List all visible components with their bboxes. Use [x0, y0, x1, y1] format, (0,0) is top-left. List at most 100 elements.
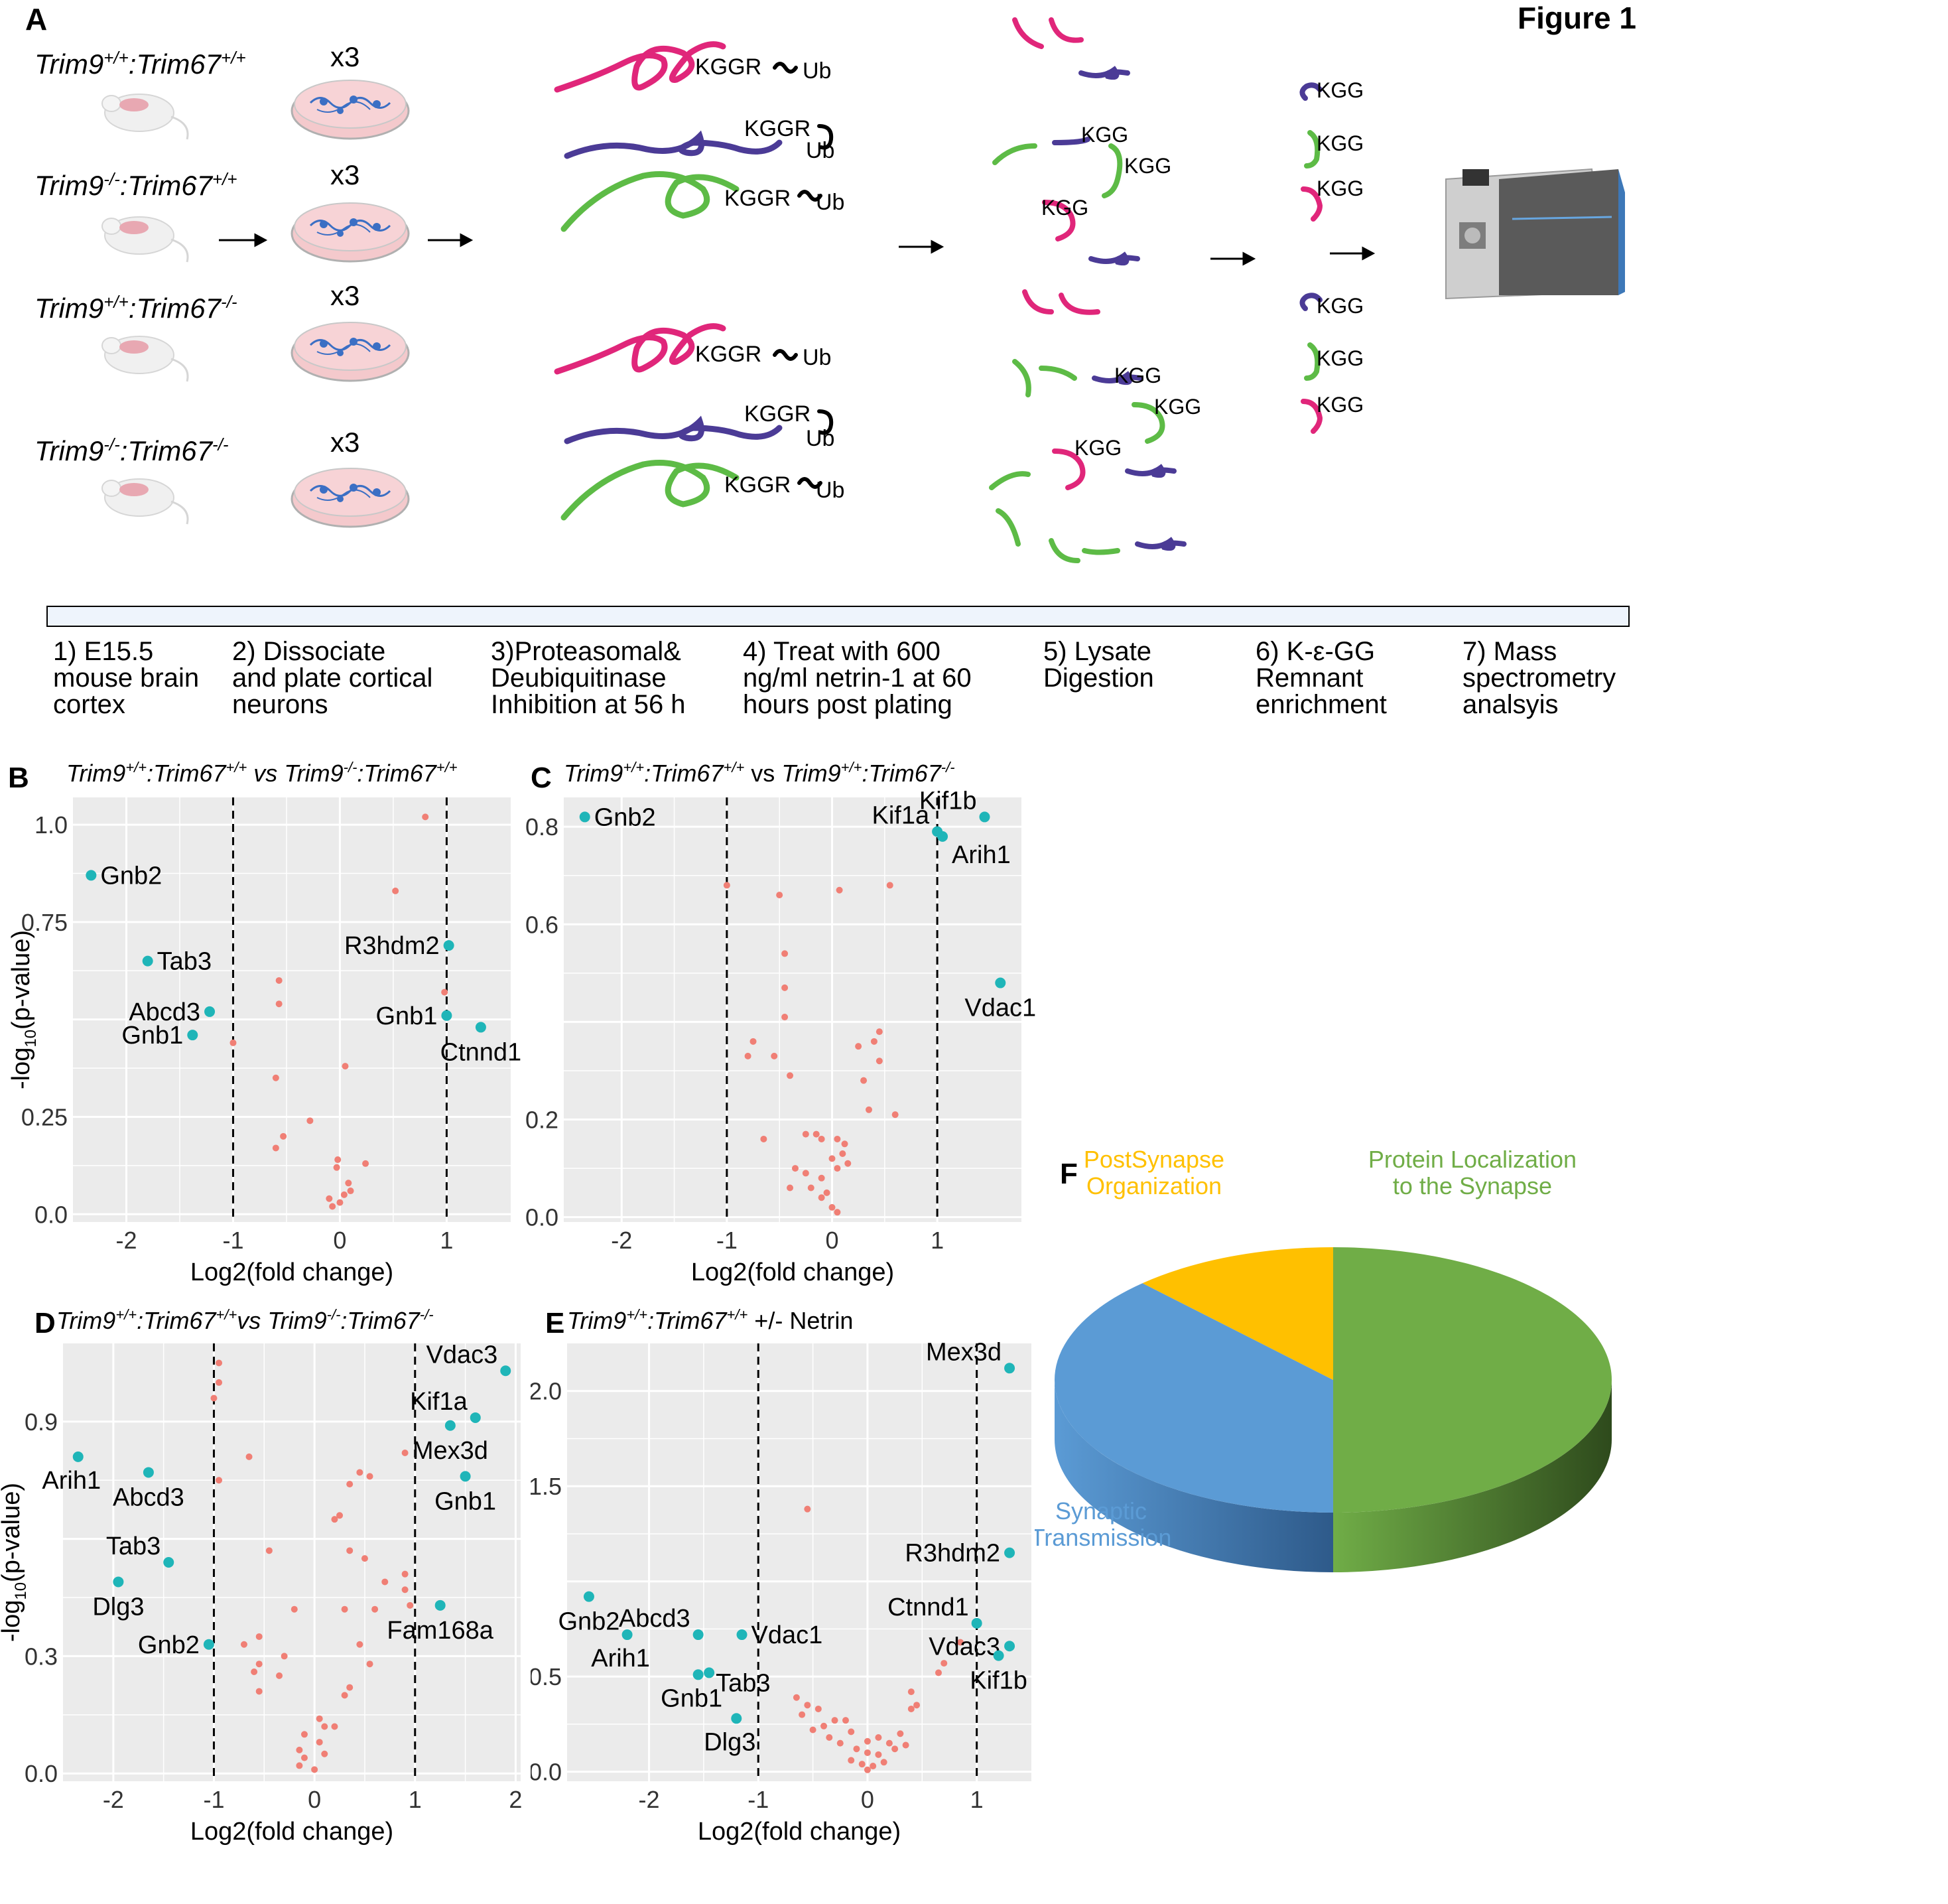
x-tick-label: -1: [222, 1227, 243, 1254]
data-point: [316, 1739, 323, 1746]
y-tick-label: 0.3: [25, 1643, 58, 1670]
data-point: [864, 1766, 871, 1773]
labeled-point: [470, 1412, 481, 1423]
kgg-label: KGG: [1317, 176, 1364, 200]
plot-title: Trim9+/+:Trim67+/+ +/- Netrin: [567, 1306, 853, 1334]
data-point: [245, 1453, 253, 1460]
data-point: [333, 1164, 340, 1171]
data-point: [836, 886, 843, 894]
data-point: [941, 1660, 948, 1667]
labeled-point: [142, 955, 153, 967]
step-6: 6) K-ε-GG Remnant enrichment: [1256, 637, 1387, 719]
labeled-point: [937, 831, 948, 842]
replicate-label: x3: [330, 159, 360, 190]
data-point: [216, 1359, 223, 1367]
data-point: [749, 1038, 757, 1045]
panel-label-b: B: [8, 762, 29, 794]
labeled-point: [583, 1591, 594, 1602]
labeled-point: [1004, 1641, 1015, 1652]
data-point: [876, 1057, 883, 1065]
volcano-plot-d: Trim9+/+:Trim67+/+vs Trim9-/-:Trim67-/- -…: [0, 1306, 522, 1846]
data-point: [296, 1762, 303, 1769]
data-point: [255, 1688, 263, 1695]
data-point: [809, 1726, 816, 1734]
x-tick-label: 0: [333, 1227, 346, 1254]
x-axis-label: Log2(fold change): [190, 1818, 393, 1846]
kgg-label: KGG: [1317, 294, 1364, 318]
data-point: [341, 1692, 348, 1699]
data-point: [828, 1203, 836, 1211]
data-point: [272, 1144, 279, 1152]
labeled-point: [979, 811, 990, 823]
point-label: Arih1: [952, 841, 1011, 869]
data-point: [326, 1195, 333, 1202]
y-tick-label: 0.0: [34, 1201, 68, 1228]
data-point: [300, 1754, 308, 1761]
data-point: [836, 1739, 844, 1747]
y-tick-label: 0.8: [525, 813, 558, 841]
data-point: [407, 1601, 414, 1609]
y-tick-label: 0.25: [21, 1103, 68, 1130]
data-point: [814, 1705, 822, 1712]
genotype-label-2: Trim9-/-:Trim67+/+: [34, 169, 237, 201]
y-tick-label: 0.0: [25, 1760, 58, 1787]
x-tick-label: 1: [409, 1786, 422, 1813]
data-point: [345, 1180, 352, 1187]
data-point: [781, 984, 789, 991]
step-4: 4) Treat with 600 ng/ml netrin-1 at 60 h…: [743, 637, 972, 719]
point-label: Kif1b: [970, 1667, 1027, 1695]
data-point: [296, 1746, 303, 1753]
panel-label-d: D: [34, 1307, 56, 1339]
data-point: [272, 1074, 279, 1081]
data-point: [329, 1203, 336, 1210]
data-point: [876, 1028, 883, 1036]
y-tick-label: 2.0: [531, 1378, 562, 1405]
point-label: Gnb1: [121, 1022, 183, 1050]
y-tick-label: 0.5: [531, 1663, 562, 1690]
labeled-point: [441, 1010, 452, 1021]
point-label: Kif1a: [410, 1388, 468, 1416]
panel-label-e: E: [545, 1307, 565, 1339]
data-point: [300, 1731, 308, 1738]
data-point: [361, 1555, 368, 1562]
data-point: [793, 1694, 800, 1701]
y-tick-label: 0.75: [21, 909, 68, 936]
pie-chart-f: Protein Localization to the Synapse Synapt…: [1035, 1146, 1612, 1572]
data-point: [346, 1684, 354, 1691]
data-point: [776, 892, 783, 899]
data-point: [342, 1063, 349, 1070]
point-label: R3hdm2: [344, 932, 440, 960]
data-point: [787, 1072, 794, 1079]
point-label: Gnb1: [434, 1487, 496, 1515]
data-point: [870, 1763, 877, 1770]
plot-panel: [567, 1343, 1031, 1781]
data-point: [858, 1761, 866, 1768]
labeled-point: [1004, 1363, 1015, 1374]
data-point: [362, 1160, 369, 1167]
y-tick-label: 0.0: [525, 1204, 558, 1231]
y-tick-label: 0.6: [525, 911, 558, 938]
x-tick-label: 2: [509, 1786, 522, 1813]
data-point: [907, 1705, 915, 1712]
data-point: [864, 1737, 871, 1745]
point-label: Tab3: [716, 1669, 770, 1697]
data-point: [744, 1052, 751, 1059]
point-label: Vdac1: [964, 994, 1036, 1022]
data-point: [913, 1702, 921, 1709]
x-tick-label: 0: [308, 1786, 321, 1813]
point-label: Ctnnd1: [440, 1038, 522, 1066]
kgg-label: KGG: [1317, 346, 1364, 370]
x-tick-label: -1: [203, 1786, 224, 1813]
ub-label: Ub: [816, 190, 845, 215]
plot-title: Trim9+/+:Trim67+/+ vs Trim9-/-:Trim67+/+: [66, 759, 458, 787]
data-point: [804, 1505, 811, 1513]
y-axis-label: -log10(p-value): [7, 930, 40, 1089]
step-7: 7) Mass spectrometry analsyis: [1462, 637, 1616, 719]
labeled-point: [443, 940, 454, 951]
labeled-point: [993, 1650, 1004, 1661]
y-tick-label: 1.5: [531, 1473, 562, 1500]
data-point: [860, 1077, 868, 1084]
labeled-point: [995, 977, 1006, 988]
data-point: [818, 1194, 825, 1201]
plot-panel: [564, 797, 1021, 1222]
